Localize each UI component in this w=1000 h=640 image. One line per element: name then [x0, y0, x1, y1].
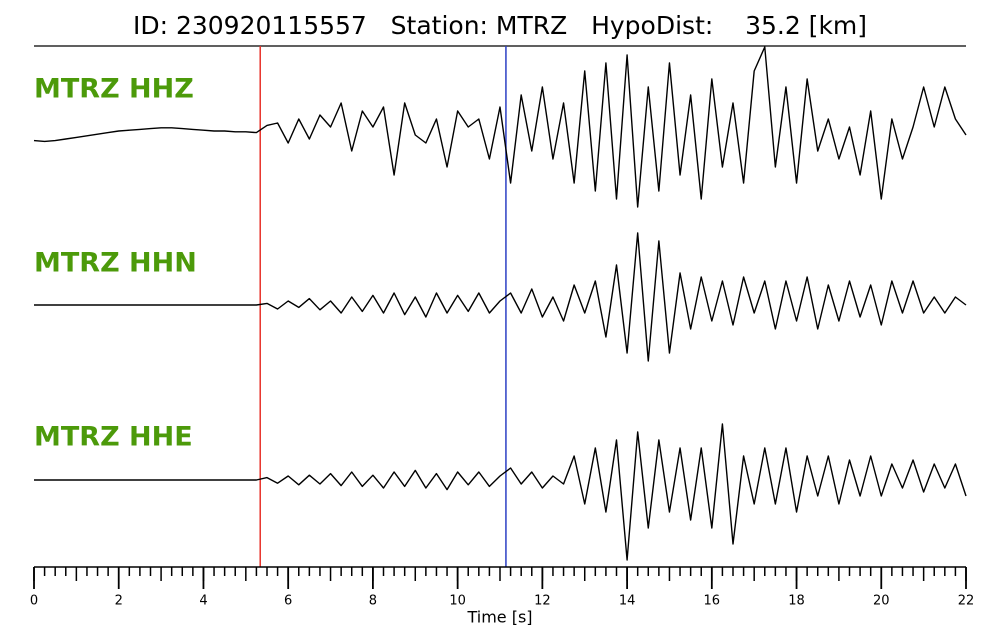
x-tick-label: 14	[619, 594, 636, 609]
chart-title: ID: 230920115557 Station: MTRZ HypoDist:…	[133, 11, 867, 40]
x-tick-label: 0	[30, 594, 38, 609]
trace-label: MTRZ HHZ	[34, 74, 194, 105]
x-tick-label: 6	[284, 594, 292, 609]
trace-label: MTRZ HHN	[34, 248, 197, 279]
x-tick-label: 10	[449, 594, 466, 609]
x-tick-label: 8	[369, 594, 377, 609]
trace-label: MTRZ HHE	[34, 422, 193, 453]
x-axis-label: Time [s]	[466, 608, 532, 627]
x-tick-label: 4	[199, 594, 207, 609]
x-tick-label: 16	[704, 594, 721, 609]
x-tick-label: 12	[534, 594, 551, 609]
x-tick-label: 22	[958, 594, 975, 609]
x-tick-label: 20	[873, 594, 890, 609]
waveform	[34, 423, 967, 561]
waveform	[34, 232, 967, 362]
waveform	[33, 46, 967, 208]
x-tick-label: 2	[115, 594, 123, 609]
x-tick-label: 18	[788, 594, 805, 609]
